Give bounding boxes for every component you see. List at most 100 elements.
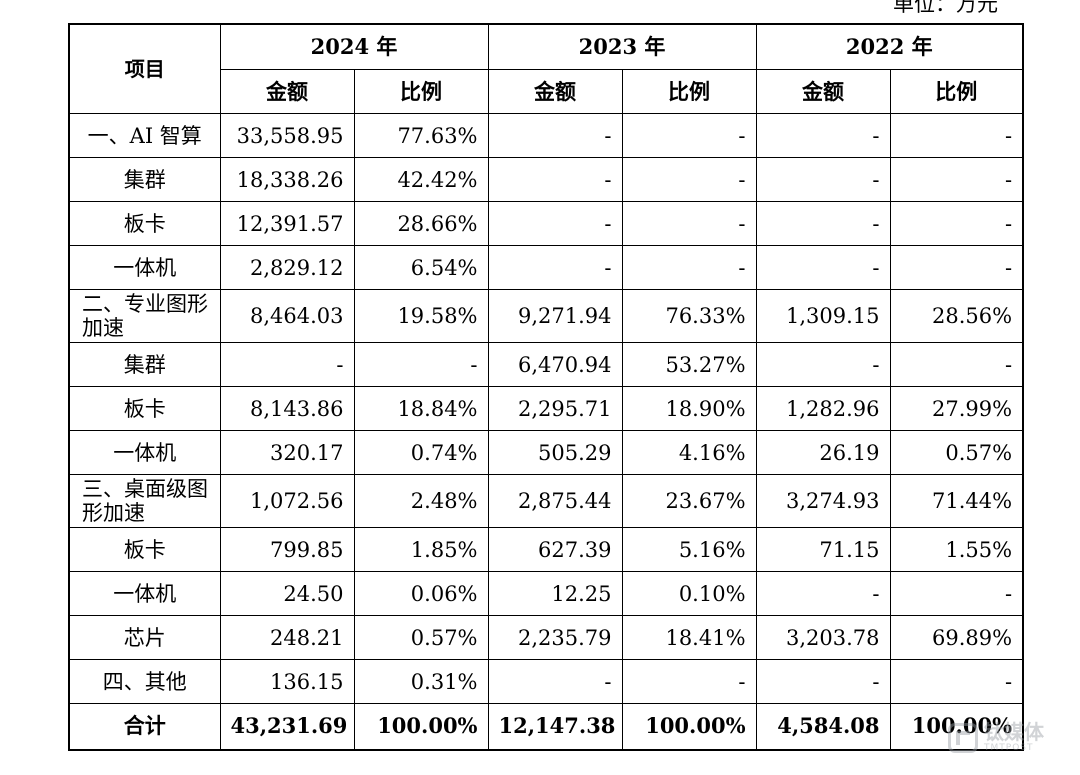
ratio-2024-cell: 2.48% — [353, 474, 489, 528]
table-row: 三、桌面级图形加速 1,072.56 2.48% 2,875.44 23.67%… — [68, 474, 1024, 528]
row-item-label: 二、专业图形加速 — [68, 289, 221, 343]
ratio-2022-cell: 71.44% — [889, 474, 1024, 528]
amount-2024-cell: 799.85 — [219, 527, 355, 572]
amount-2023-cell: - — [487, 201, 623, 246]
ratio-2023-cell: 4.16% — [621, 430, 757, 475]
table-row: 四、其他 136.15 0.31% - - - - — [68, 659, 1024, 704]
amount-2022-cell: 1,282.96 — [755, 386, 891, 431]
ratio-2023-cell: - — [621, 659, 757, 704]
row-item-label: 板卡 — [68, 201, 221, 246]
amount-2024-cell: 33,558.95 — [219, 113, 355, 158]
ratio-2022-cell: - — [889, 157, 1024, 202]
amount-2024-cell: 1,072.56 — [219, 474, 355, 528]
row-item-label: 一、AI 智算 — [68, 113, 221, 158]
ratio-2022-cell: 28.56% — [889, 289, 1024, 343]
amount-2023-cell: 505.29 — [487, 430, 623, 475]
amount-2023-cell: 12.25 — [487, 571, 623, 616]
ratio-2022-cell: - — [889, 113, 1024, 158]
watermark: 钛媒体 TMTPOST — [948, 722, 1044, 753]
amount-2023-cell: - — [487, 113, 623, 158]
amount-2023-cell: 9,271.94 — [487, 289, 623, 343]
ratio-2023-cell: - — [621, 245, 757, 290]
ratio-header: 比例 — [353, 69, 489, 114]
amount-2024-cell: 320.17 — [219, 430, 355, 475]
ratio-2022-cell: - — [889, 659, 1024, 704]
amount-2024-cell: 2,829.12 — [219, 245, 355, 290]
ratio-2024-cell: 18.84% — [353, 386, 489, 431]
watermark-en: TMTPOST — [984, 743, 1034, 753]
amount-2023-cell: 6,470.94 — [487, 342, 623, 387]
ratio-2023-cell: 18.41% — [621, 615, 757, 660]
year-header-2024: 2024 年 — [219, 23, 489, 70]
ratio-2024-cell: 0.06% — [353, 571, 489, 616]
ratio-2023-cell: - — [621, 157, 757, 202]
header-row-years: 项目 2024 年 2023 年 2022 年 — [68, 23, 1024, 114]
revenue-breakdown-table: 项目 2024 年 2023 年 2022 年 金额 比例 金额 比例 金额 比… — [68, 23, 1025, 751]
amount-header: 金额 — [219, 69, 355, 114]
ratio-2022-cell: 27.99% — [889, 386, 1024, 431]
ratio-header: 比例 — [889, 69, 1024, 114]
total-amount-2023-cell: 12,147.38 — [487, 703, 623, 750]
table-row: 板卡 8,143.86 18.84% 2,295.71 18.90% 1,282… — [68, 386, 1024, 431]
amount-2024-cell: 24.50 — [219, 571, 355, 616]
amount-header: 金额 — [487, 69, 623, 114]
ratio-2024-cell: 0.31% — [353, 659, 489, 704]
table-row: 一体机 24.50 0.06% 12.25 0.10% - - — [68, 571, 1024, 616]
ratio-2022-cell: 69.89% — [889, 615, 1024, 660]
amount-2024-cell: 248.21 — [219, 615, 355, 660]
total-ratio-2022-cell: 100.00% — [889, 703, 1024, 750]
ratio-2024-cell: 0.57% — [353, 615, 489, 660]
amount-2023-cell: - — [487, 659, 623, 704]
amount-2022-cell: - — [755, 659, 891, 704]
ratio-2024-cell: - — [353, 342, 489, 387]
amount-2023-cell: - — [487, 245, 623, 290]
ratio-2024-cell: 0.74% — [353, 430, 489, 475]
total-ratio-2024-cell: 100.00% — [353, 703, 489, 750]
row-item-label: 板卡 — [68, 527, 221, 572]
tmtpost-logo-icon — [948, 722, 978, 753]
amount-2022-cell: - — [755, 113, 891, 158]
ratio-2023-cell: 0.10% — [621, 571, 757, 616]
row-item-label: 一体机 — [68, 430, 221, 475]
ratio-2024-cell: 19.58% — [353, 289, 489, 343]
amount-2022-cell: - — [755, 571, 891, 616]
total-amount-2022-cell: 4,584.08 — [755, 703, 891, 750]
amount-2024-cell: 12,391.57 — [219, 201, 355, 246]
ratio-2023-cell: - — [621, 113, 757, 158]
amount-2022-cell: - — [755, 201, 891, 246]
amount-2022-cell: 3,203.78 — [755, 615, 891, 660]
amount-2023-cell: 2,295.71 — [487, 386, 623, 431]
amount-2024-cell: 8,464.03 — [219, 289, 355, 343]
item-column-header: 项目 — [68, 23, 221, 114]
row-item-label: 一体机 — [68, 571, 221, 616]
row-item-label: 集群 — [68, 157, 221, 202]
total-amount-2024-cell: 43,231.69 — [219, 703, 355, 750]
table-row: 板卡 12,391.57 28.66% - - - - — [68, 201, 1024, 246]
ratio-2023-cell: 18.90% — [621, 386, 757, 431]
ratio-2022-cell: 1.55% — [889, 527, 1024, 572]
table-row: 一、AI 智算 33,558.95 77.63% - - - - — [68, 113, 1024, 158]
ratio-2022-cell: - — [889, 571, 1024, 616]
table-row: 一体机 320.17 0.74% 505.29 4.16% 26.19 0.57… — [68, 430, 1024, 475]
ratio-2022-cell: - — [889, 201, 1024, 246]
ratio-2024-cell: 77.63% — [353, 113, 489, 158]
ratio-2023-cell: 53.27% — [621, 342, 757, 387]
amount-2024-cell: - — [219, 342, 355, 387]
amount-2024-cell: 136.15 — [219, 659, 355, 704]
ratio-2022-cell: - — [889, 342, 1024, 387]
row-item-label: 集群 — [68, 342, 221, 387]
year-header-2023: 2023 年 — [487, 23, 757, 70]
amount-2023-cell: - — [487, 157, 623, 202]
year-header-2022: 2022 年 — [755, 23, 1024, 70]
amount-2024-cell: 8,143.86 — [219, 386, 355, 431]
total-row: 合计 43,231.69 100.00% 12,147.38 100.00% 4… — [68, 703, 1024, 750]
amount-2022-cell: - — [755, 245, 891, 290]
ratio-2023-cell: 76.33% — [621, 289, 757, 343]
amount-2022-cell: 1,309.15 — [755, 289, 891, 343]
ratio-2023-cell: - — [621, 201, 757, 246]
amount-2024-cell: 18,338.26 — [219, 157, 355, 202]
ratio-2022-cell: - — [889, 245, 1024, 290]
table-row: 集群 18,338.26 42.42% - - - - — [68, 157, 1024, 202]
row-item-label: 四、其他 — [68, 659, 221, 704]
watermark-text: 钛媒体 TMTPOST — [984, 722, 1044, 753]
